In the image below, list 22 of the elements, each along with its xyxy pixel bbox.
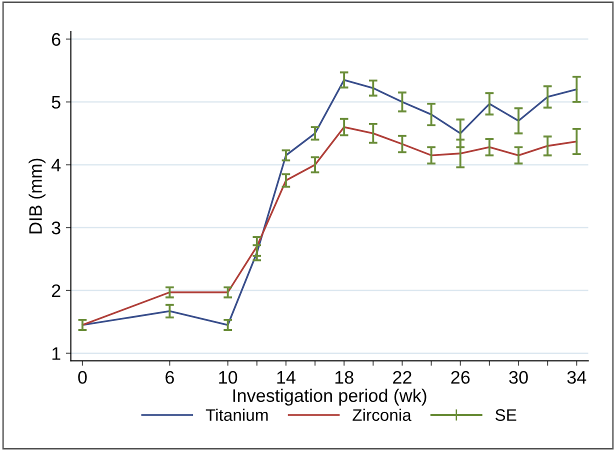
x-tick-label: 34 (567, 371, 586, 384)
x-tick-label: 14 (277, 371, 296, 384)
x-tick-label: 26 (451, 371, 470, 384)
x-tick-label: 18 (335, 371, 354, 384)
text: SE (495, 409, 516, 421)
x-tick-label: 0 (78, 371, 87, 384)
y-tick-label: 5 (52, 96, 60, 109)
y-tick-label: 4 (51, 158, 61, 172)
y-axis-title: DIB (mm) (28, 158, 46, 234)
x-tick-label: 10 (219, 371, 238, 384)
x-tick-label: 6 (166, 371, 174, 384)
line-series (82, 79, 578, 326)
x-tick-label: 22 (393, 371, 412, 384)
legend-label: Zirconia (352, 408, 412, 421)
y-tick-label: 2 (52, 284, 60, 297)
y-tick-label: 6 (52, 33, 60, 46)
x-axis-title: Investigation period (wk) (233, 388, 426, 406)
legend-label: Titanium (206, 408, 268, 421)
line-series (82, 126, 578, 326)
x-tick-label: 30 (509, 371, 528, 384)
y-tick-label: 1 (52, 347, 60, 360)
y-tick-label: 3 (52, 222, 60, 234)
